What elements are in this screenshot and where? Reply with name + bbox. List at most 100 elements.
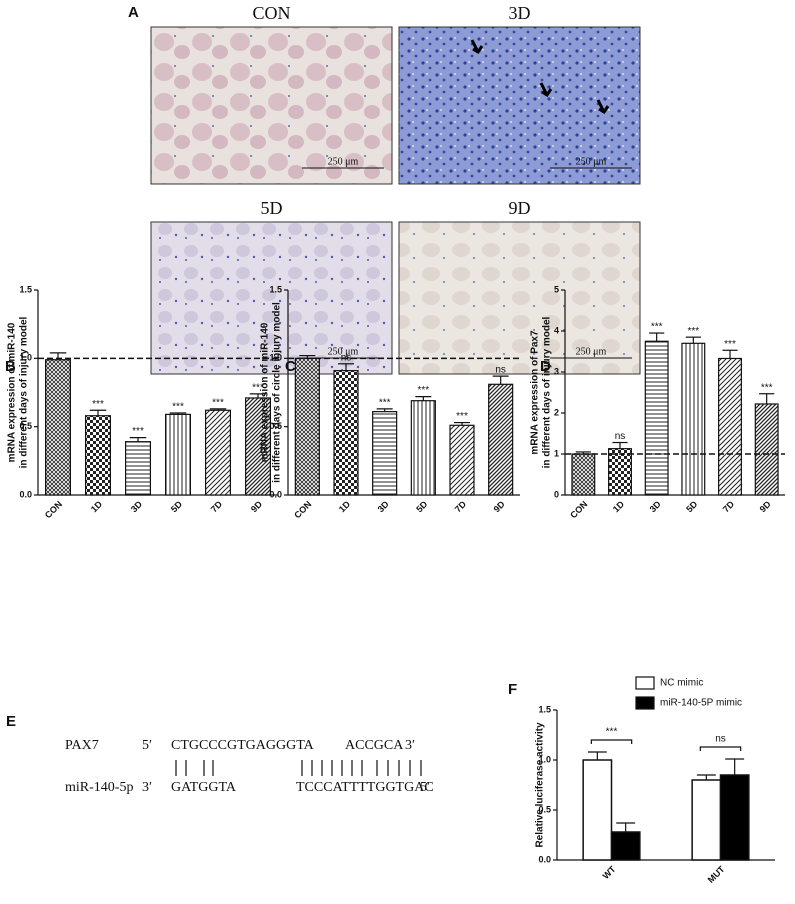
- y-tick-label: 1.5: [269, 284, 282, 294]
- seq-name: miR-140-5p: [65, 780, 133, 795]
- y-tick-label: 0: [554, 489, 559, 499]
- y-tick-label: 0.0: [538, 854, 551, 864]
- bracket: [590, 739, 633, 744]
- arrow: [539, 82, 553, 98]
- error-bar: [616, 822, 636, 832]
- y-tick-label: 2: [554, 407, 559, 417]
- y-axis-label: Relative luciferase activity: [535, 722, 546, 848]
- significance: ***: [606, 727, 618, 738]
- panel-label: C: [285, 358, 296, 375]
- error-bar: [587, 751, 607, 760]
- x-tick-label: CON: [43, 499, 64, 520]
- bar: [124, 441, 151, 496]
- significance: ***: [651, 322, 663, 333]
- bar: [205, 409, 232, 496]
- x-tick-label: 7D: [453, 499, 469, 515]
- y-axis-label: mRNA expression of Pax7: [530, 330, 541, 455]
- pairing-lines: [175, 760, 422, 776]
- panel-label: F: [508, 681, 517, 698]
- seq-part: 5′: [142, 738, 152, 753]
- x-tick-label: 7D: [209, 499, 225, 515]
- bar: [718, 357, 742, 496]
- error-bar: [209, 408, 227, 411]
- y-tick-label: 1.0: [269, 353, 282, 363]
- bracket: [699, 746, 742, 751]
- bar: [754, 403, 779, 496]
- y-tick-label: 0.5: [538, 804, 551, 814]
- error-bar: [696, 774, 716, 780]
- y-tick-label: 0.0: [19, 489, 32, 499]
- scale-label: 250 μm: [576, 346, 607, 357]
- error-bar: [376, 408, 393, 412]
- x-tick-label: WT: [601, 864, 618, 881]
- bar: [608, 448, 632, 496]
- error-bar: [759, 393, 775, 404]
- y-tick-label: 0.0: [269, 489, 282, 499]
- bar: [571, 453, 596, 496]
- seq-part: 3′: [405, 738, 415, 753]
- significance: ***: [212, 398, 224, 409]
- panel-label: D: [540, 358, 551, 375]
- y-tick-label: 1.0: [19, 353, 32, 363]
- significance: ***: [132, 426, 144, 437]
- significance: ***: [379, 398, 391, 409]
- arrow: [596, 99, 610, 115]
- micrograph: [150, 26, 393, 185]
- micrograph: [150, 221, 393, 375]
- x-tick-label: 3D: [129, 499, 145, 515]
- x-tick-label: CON: [292, 499, 313, 520]
- bar: [165, 413, 192, 496]
- legend-label: miR-140-5P mimic: [660, 698, 742, 709]
- bar: [84, 415, 111, 496]
- error-bar: [169, 412, 187, 415]
- significance: ***: [92, 399, 104, 410]
- y-tick-label: 1.5: [538, 704, 551, 714]
- y-axis-label: mRNA expression of miR-140: [260, 322, 271, 462]
- x-tick-label: 5D: [684, 499, 700, 515]
- y-tick-label: 5: [554, 284, 559, 294]
- y-tick-label: 0.5: [269, 421, 282, 431]
- y-axis-label: in different days of injury model: [19, 316, 30, 468]
- scale-label: 250 μm: [328, 346, 359, 357]
- arrow: [470, 39, 484, 55]
- y-tick-label: 1.5: [19, 284, 32, 294]
- error-bar: [649, 332, 665, 342]
- error-bar: [415, 396, 432, 401]
- y-axis-label: mRNA expression of miR-140: [7, 322, 18, 462]
- x-tick-label: 1D: [611, 499, 627, 515]
- bar: [691, 779, 722, 861]
- error-bar: [612, 441, 628, 449]
- x-tick-label: 5D: [169, 499, 185, 515]
- image-title: 5D: [261, 198, 283, 218]
- significance: ns: [615, 431, 626, 442]
- x-tick-label: 9D: [249, 499, 265, 515]
- x-tick-label: CON: [568, 499, 589, 520]
- y-tick-label: 1: [554, 448, 559, 458]
- seq-part: GATGGTA: [171, 780, 237, 795]
- seq-part: TCCCATTTTGGTGAC: [296, 780, 434, 795]
- x-tick-label: MUT: [706, 864, 727, 885]
- seq-name: PAX7: [65, 738, 99, 753]
- bar: [681, 342, 706, 496]
- y-tick-label: 0.5: [19, 421, 32, 431]
- significance: ***: [252, 383, 264, 394]
- seq-part: CTGCCCGTGAGGGTA: [171, 738, 315, 753]
- bar: [372, 411, 398, 496]
- x-tick-label: 1D: [337, 499, 353, 515]
- x-tick-label: 7D: [721, 499, 737, 515]
- x-tick-label: 3D: [648, 499, 664, 515]
- significance: ns: [715, 734, 726, 745]
- y-axis-label: in different days of circle injury model: [272, 302, 283, 483]
- bar: [410, 400, 436, 496]
- image-title: 3D: [509, 3, 531, 23]
- y-axis-label: in different days of injury model: [542, 316, 553, 468]
- x-tick-label: 5D: [414, 499, 430, 515]
- significance: ***: [687, 326, 699, 337]
- bar: [582, 759, 613, 861]
- error-bar: [249, 393, 267, 398]
- seq-part: 3′: [142, 780, 152, 795]
- bar: [245, 397, 272, 496]
- significance: ***: [417, 385, 429, 396]
- significance: ***: [724, 339, 736, 350]
